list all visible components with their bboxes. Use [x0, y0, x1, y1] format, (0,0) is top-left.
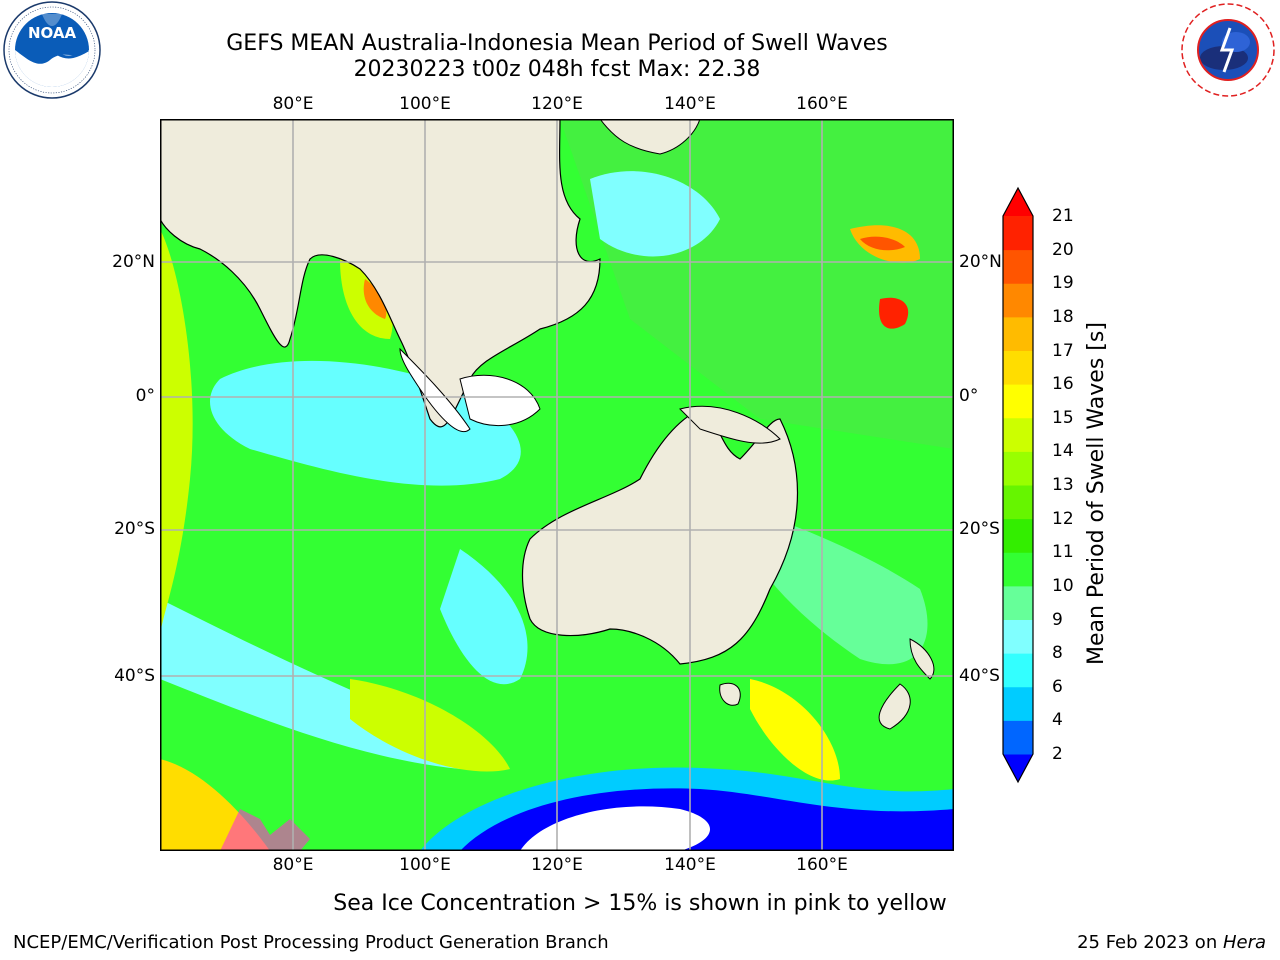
sumatra-island: [399, 347, 471, 432]
footer-host: Hera: [1222, 932, 1266, 953]
colorbar-segment: [1003, 585, 1033, 620]
asia-landmass: [160, 119, 601, 428]
tasmania-island: [719, 682, 741, 706]
colorbar-segment-under: [1003, 754, 1033, 782]
colorbar-tick-label: 17: [1052, 340, 1074, 361]
tasman-yellow-zone: [750, 679, 840, 781]
colorbar-tick-label: 19: [1052, 273, 1074, 294]
colorbar-title: Mean Period of Swell Waves [s]: [1084, 322, 1109, 665]
footer-right: 25 Feb 2023 on Hera: [1077, 932, 1266, 953]
lon-label-top-160e: 160°E: [796, 94, 848, 114]
colorbar-segment: [1003, 417, 1033, 452]
map-frame: [160, 119, 954, 851]
colorbar-segment-over: [1003, 188, 1033, 216]
sea-ice-pink: [220, 809, 310, 851]
lat-label-right-20s: 20°S: [959, 519, 1000, 539]
lon-label-bottom-100e: 100°E: [399, 855, 451, 875]
lon-label-top-140e: 140°E: [664, 94, 716, 114]
colorbar-segment: [1003, 451, 1033, 486]
colorbar-tick-label: 13: [1052, 475, 1074, 495]
colorbar-segment: [1003, 216, 1033, 251]
lat-label-right-40s: 40°S: [959, 666, 1000, 686]
colorbar-segment: [1003, 283, 1033, 318]
lon-label-top-120e: 120°E: [531, 94, 583, 114]
colorbar-segment: [1003, 316, 1033, 351]
colorbar-segment: [1003, 518, 1033, 553]
lat-label-left-0: 0°: [135, 386, 155, 406]
footer-left: NCEP/EMC/Verification Post Processing Pr…: [13, 932, 609, 953]
lon-label-bottom-140e: 140°E: [664, 855, 716, 875]
colorbar-tick-label: 8: [1052, 643, 1063, 664]
pacific-red-zone: [879, 297, 909, 329]
colorbar-outline: [1002, 186, 1034, 784]
colorbar-segment: [1003, 485, 1033, 520]
colorbar-tick-label: 2: [1052, 744, 1063, 764]
lat-label-left-40s: 40°S: [114, 666, 155, 686]
antarctic-nodata: [520, 806, 710, 851]
colorbar: [1002, 186, 1034, 784]
philippine-sea-cyan: [590, 171, 720, 257]
colorbar-tick-label: 6: [1052, 676, 1063, 697]
colorbar-tick-label: 12: [1052, 508, 1074, 529]
colorbar-segment: [1003, 619, 1033, 654]
colorbar-segments: [1003, 188, 1033, 782]
bay-of-bengal-orange: [363, 279, 387, 319]
new-zealand-islands: [878, 638, 935, 730]
colorbar-segment: [1003, 249, 1033, 284]
lat-label-right-20n: 20°N: [959, 252, 1002, 272]
graticule: [160, 119, 954, 851]
west-yellow-band: [160, 229, 193, 639]
colorbar-tick-label: 10: [1052, 575, 1074, 596]
colorbar-tick-label: 21: [1052, 206, 1074, 226]
map-title: GEFS MEAN Australia-Indonesia Mean Perio…: [226, 31, 888, 56]
japan-islands: [599, 119, 701, 155]
colorbar-tick-label: 15: [1052, 407, 1074, 428]
map-subtitle: 20230223 t00z 048h fcst Max: 22.38: [353, 57, 761, 82]
lat-label-left-20s: 20°S: [114, 519, 155, 539]
colorbar-tick-label: 18: [1052, 306, 1074, 327]
colorbar-segment: [1003, 552, 1033, 587]
colorbar-tick-label: 11: [1052, 542, 1074, 563]
footer-date: 25 Feb 2023 on: [1077, 932, 1223, 953]
swell-period-map: [160, 119, 954, 851]
colorbar-tick-label: 9: [1052, 609, 1063, 630]
nws-logo: [1180, 2, 1276, 98]
colorbar-segment: [1003, 653, 1033, 688]
west-australia-cyan: [440, 549, 528, 685]
colorbar-segment: [1003, 350, 1033, 385]
pacific-red-zone-2: [860, 236, 905, 251]
colorbar-segment: [1003, 720, 1033, 755]
borneo-island: [459, 374, 541, 427]
australia-landmass: [521, 408, 799, 665]
noaa-logo-text: NOAA: [28, 24, 77, 42]
colorbar-tick-label: 16: [1052, 374, 1074, 395]
sea-ice-note: Sea Ice Concentration > 15% is shown in …: [333, 891, 947, 916]
lat-label-right-0: 0°: [959, 386, 979, 406]
south-yellow-zone: [350, 679, 510, 772]
colorbar-segment: [1003, 384, 1033, 419]
lon-label-bottom-160e: 160°E: [796, 855, 848, 875]
lon-label-top-100e: 100°E: [399, 94, 451, 114]
lon-label-bottom-120e: 120°E: [531, 855, 583, 875]
colorbar-tick-label: 14: [1052, 441, 1074, 462]
new-guinea-island: [679, 405, 781, 444]
noaa-logo: NOAA: [3, 1, 101, 99]
lon-label-bottom-80e: 80°E: [272, 855, 314, 875]
colorbar-tick-label: 20: [1052, 239, 1074, 260]
colorbar-tick-label: 4: [1052, 710, 1063, 731]
lat-label-left-20n: 20°N: [112, 252, 155, 272]
colorbar-segment: [1003, 686, 1033, 721]
lon-label-top-80e: 80°E: [272, 94, 314, 114]
